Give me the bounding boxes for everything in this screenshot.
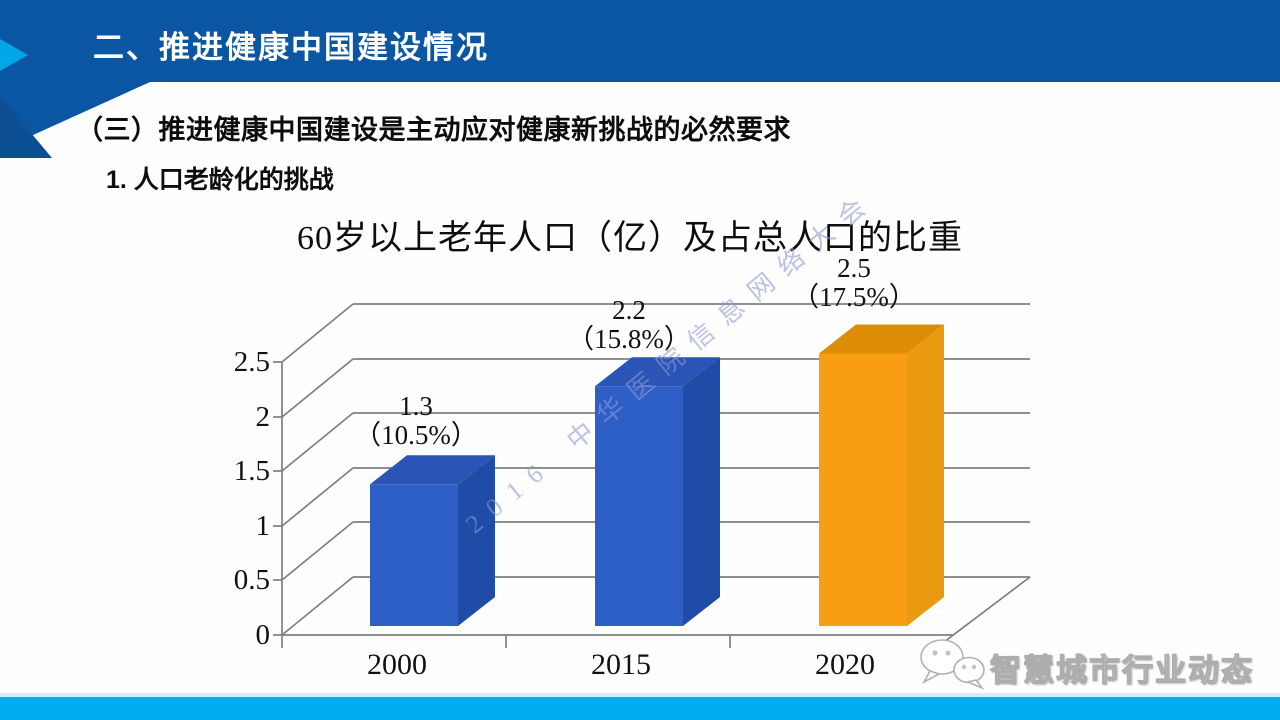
wechat-icon (916, 636, 990, 697)
xtick-2015: 2015 (591, 648, 651, 681)
bar-front-2000 (370, 484, 458, 626)
datalabel-2020: 2.5 （17.5%） (744, 254, 964, 312)
percent-label-2000: （10.5%） (354, 420, 478, 450)
bar-side-2020 (907, 324, 944, 626)
ytick-1: 1 (255, 510, 271, 542)
header-band (0, 0, 1280, 82)
datalabel-2015: 2.2 （15.8%） (519, 296, 739, 354)
ytick-0-5: 0.5 (233, 564, 270, 596)
bar-top-2020 (819, 324, 944, 354)
page-title: 二、推进健康中国建设情况 (93, 30, 489, 65)
percent-label-2020: （17.5%） (792, 282, 916, 312)
footer-bar-highlight (0, 693, 1280, 697)
chart-title: 60岁以上老年人口（亿）及占总人口的比重 (297, 220, 963, 257)
xtick-2000: 2000 (367, 648, 427, 681)
ytick-0: 0 (255, 619, 271, 651)
brand-text: 智慧城市行业动态 (989, 652, 1254, 688)
bars-group (370, 324, 944, 626)
section-heading: 1. 人口老龄化的挑战 (106, 166, 334, 194)
bar-side-2015 (683, 357, 720, 626)
ytick-2: 2 (255, 401, 271, 433)
percent-label-2015: （15.8%） (567, 324, 691, 354)
datalabel-2000: 1.3 （10.5%） (306, 392, 526, 450)
bar-side-2000 (458, 455, 495, 626)
xtick-2020: 2020 (815, 648, 875, 681)
ytick-2-5: 2.5 (233, 346, 270, 378)
bar-top-2015 (595, 357, 720, 387)
ytick-1-5: 1.5 (233, 455, 270, 487)
bar-front-2020 (819, 353, 907, 626)
bar-top-2000 (370, 455, 495, 485)
value-label-2015: 2.2 (612, 295, 646, 325)
value-label-2000: 1.3 (399, 391, 433, 421)
slide-subtitle: （三）推进健康中国建设是主动应对健康新挑战的必然要求 (76, 115, 791, 145)
bar-front-2015 (595, 386, 683, 626)
value-label-2020: 2.5 (837, 253, 871, 283)
footer-bar (0, 697, 1280, 720)
